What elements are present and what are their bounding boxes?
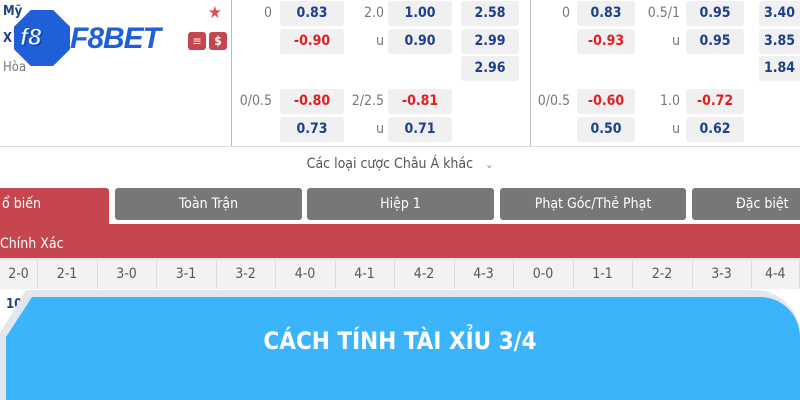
ou-line: 2/2.5 [351,93,384,109]
score-column-header: 2-0 [0,260,38,289]
under-label: u [376,121,384,137]
odds-cell[interactable]: 3.40 [759,1,800,26]
score-column-header: 0-0 [514,260,574,289]
odds-cell[interactable]: 3.85 [759,29,800,54]
team-away: X [3,31,13,46]
score-column-header: 3-0 [97,260,157,289]
odds-cell[interactable]: -0.72 [686,89,744,114]
odds-cell[interactable]: -0.81 [388,89,452,114]
odds-cell[interactable]: 0.95 [686,29,744,54]
ou-line: 2.0 [363,5,384,21]
tab-popular[interactable]: ổ biến [0,188,109,225]
chevron-down-icon: ⌄ [485,158,494,171]
section-title: Chính Xác [0,236,64,252]
odds-cell[interactable]: -0.80 [280,89,344,114]
section-header: Chính Xác [0,224,800,258]
under-label: u [672,121,680,137]
odds-cell[interactable]: 0.90 [388,29,452,54]
odds-cell[interactable]: 0.73 [280,117,344,142]
hdp-line: 0 [561,5,570,21]
s-badge-icon[interactable]: ≡ [188,32,206,50]
odds-cell[interactable]: 2.58 [461,1,519,26]
score-column-header: 3-1 [157,260,217,289]
tab-corners-cards[interactable]: Phạt Góc/Thẻ Phạt [500,188,686,220]
hdp-line: 0/0.5 [537,93,570,109]
score-column-header: 4-0 [276,260,336,289]
score-header-row [0,258,800,289]
odds-cell[interactable]: 0.83 [577,1,635,26]
draw-label: Hòa [3,60,27,75]
star-icon[interactable]: ★ [208,3,222,23]
ou-line: 0.5/1 [647,5,680,21]
score-column-header: 4-2 [395,260,455,289]
dollar-icon[interactable]: $ [209,32,227,50]
banner-title: CÁCH TÍNH TÀI XỈU 3/4 [263,327,537,355]
odds-cell[interactable]: 0.95 [686,1,744,26]
under-label: u [376,33,384,49]
score-column-header: 1-1 [573,260,633,289]
odds-cell[interactable]: 0.71 [388,117,452,142]
score-column-header: 2-1 [38,260,98,289]
score-column-header: 3-3 [692,260,752,289]
odds-cell[interactable]: 1.84 [759,56,800,81]
team-home: Mỹ [3,4,23,19]
odds-cell[interactable]: 0.62 [686,117,744,142]
ou-line: 1.0 [659,93,680,109]
tab-half-1[interactable]: Hiệp 1 [307,188,494,220]
more-asian-label: Các loại cược Châu Á khác [306,156,474,172]
score-column-header: 3-2 [216,260,276,289]
odds-cell[interactable]: 0.83 [280,1,344,26]
score-column-header: 2-2 [633,260,693,289]
odds-cell[interactable]: 2.99 [461,29,519,54]
score-column-header: 4-4 [752,260,800,289]
score-column-header: 4-1 [335,260,395,289]
banner [6,297,800,400]
divider [231,0,232,146]
tab-special[interactable]: Đặc biệt [692,188,800,220]
tab-full-match[interactable]: Toàn Trận [115,188,302,220]
odds-cell[interactable]: 2.96 [461,56,519,81]
divider [530,0,531,146]
score-column-header: 4-3 [454,260,514,289]
odds-cell[interactable]: 1.00 [388,1,452,26]
odds-cell[interactable]: 0.50 [577,117,635,142]
divider [0,146,800,147]
more-asian-odds-toggle[interactable]: Các loại cược Châu Á khác ⌄ [0,156,800,172]
under-label: u [672,33,680,49]
odds-cell[interactable]: -0.60 [577,89,635,114]
odds-cell[interactable]: -0.90 [280,29,344,54]
hdp-line: 0/0.5 [239,93,272,109]
hdp-line: 0 [263,5,272,21]
odds-cell[interactable]: -0.93 [577,29,635,54]
f8bet-logo: f8 F8BET [14,10,174,66]
